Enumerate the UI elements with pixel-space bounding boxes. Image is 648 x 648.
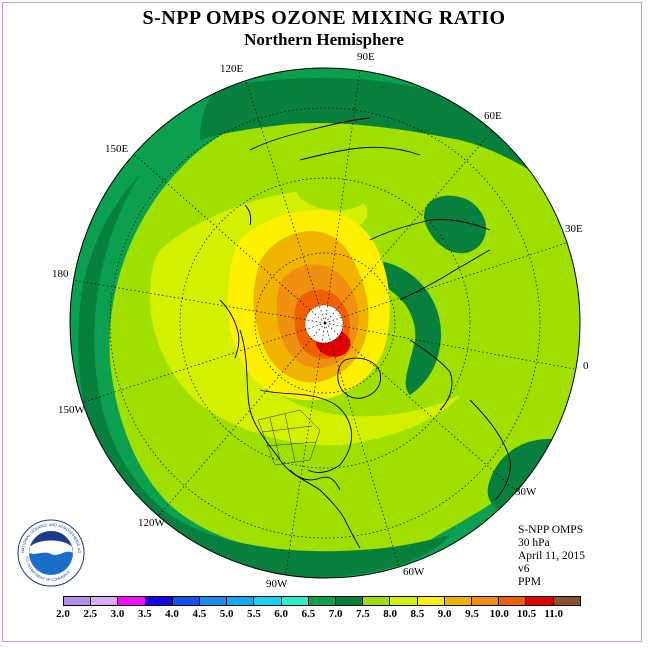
lon-label-30e: 30E (565, 223, 583, 235)
graticule (71, 69, 580, 578)
colorbar-label: 8.0 (383, 608, 398, 620)
lon-label-90w: 90W (266, 578, 288, 590)
page-title: S-NPP OMPS OZONE MIXING RATIO (142, 7, 506, 29)
colorbar-label: 7.0 (328, 608, 343, 620)
lon-label-150w: 150W (58, 404, 85, 416)
colorbar-label: 10.5 (516, 608, 537, 620)
info-date: April 11, 2015 (518, 550, 585, 562)
coastlines (219, 117, 511, 549)
colorbar-label: 10.0 (489, 608, 509, 620)
colorbar-segment (254, 597, 282, 605)
colorbar-label: 6.5 (301, 608, 316, 620)
colorbar-label: 9.5 (465, 608, 479, 620)
colorbar-label: 6.0 (274, 608, 288, 620)
colorbar-label: 5.0 (219, 608, 234, 620)
colorbar-label: 2.0 (56, 608, 70, 620)
colorbar-segment (444, 597, 473, 605)
logo-text: NOAA (38, 543, 65, 553)
lon-label-150e: 150E (105, 143, 129, 155)
lon-label-60w: 60W (403, 566, 425, 578)
colorbar-segment (499, 597, 527, 605)
colorbar-label: 11.0 (544, 608, 564, 620)
info-block: S-NPP OMPS 30 hPa April 11, 2015 v6 PPM (518, 524, 585, 589)
colorbar-segment (336, 597, 364, 605)
page-subtitle: Northern Hemisphere (244, 30, 404, 49)
colorbar-segment (363, 597, 391, 605)
colorbar-segment (308, 597, 337, 605)
colorbar-label: 9.0 (437, 608, 452, 620)
colorbar (63, 596, 581, 606)
colorbar-label: 2.5 (83, 608, 98, 620)
lon-label-30w: 30W (515, 486, 537, 498)
info-instrument: S-NPP OMPS (518, 524, 584, 536)
figure-frame (2, 2, 642, 642)
colorbar-label: 8.5 (410, 608, 425, 620)
lon-label-60e: 60E (484, 110, 502, 122)
colorbar-segment (417, 597, 445, 605)
polar-cap-stipple (304, 304, 344, 344)
noaa-logo: NOAA NATIONAL OCEANIC AND ATMOSPHERIC AD… (16, 518, 85, 587)
colorbar-segment (390, 597, 418, 605)
band-7-0-left (78, 175, 450, 578)
colorbar-segment (227, 597, 255, 605)
lon-label-180: 180 (52, 268, 69, 280)
band-8-0 (150, 189, 460, 446)
info-level: 30 hPa (518, 537, 550, 549)
colorbar-label: 7.5 (356, 608, 370, 620)
info-version: v6 (518, 563, 530, 575)
band-7-5-inner (295, 173, 369, 211)
colorbar-segment (118, 597, 146, 605)
colorbar-labels: 2.0 2.5 3.0 3.5 4.0 4.5 5.0 5.5 6.0 6.5 7.0 7.5 8.0 8… (0, 608, 648, 622)
band-7-0-siberia (424, 195, 487, 254)
colorbar-label: 3.5 (137, 608, 152, 620)
lon-label-120w: 120W (138, 517, 165, 529)
colorbar-label: 5.5 (246, 608, 261, 620)
colorbar-segment (91, 597, 119, 605)
map-boundary (69, 67, 581, 579)
lon-label-0: 0 (583, 360, 589, 372)
colorbar-segment (472, 597, 500, 605)
colorbar-segment (526, 597, 554, 605)
colorbar-segment (172, 597, 201, 605)
colorbar-segment (145, 597, 173, 605)
band-7-0-europe-arc (338, 259, 442, 395)
colorbar-segment (553, 597, 580, 605)
colorbar-segment (281, 597, 309, 605)
lon-label-90e: 90E (357, 51, 375, 63)
us-state-borders (257, 409, 321, 466)
colorbar-label: 4.5 (192, 608, 207, 620)
colorbar-segment (200, 597, 228, 605)
colorbar-label: 3.0 (110, 608, 125, 620)
colorbar-segment (64, 597, 92, 605)
lon-label-120e: 120E (220, 63, 244, 75)
info-units: PPM (518, 576, 542, 588)
colorbar-label: 4.0 (165, 608, 179, 620)
